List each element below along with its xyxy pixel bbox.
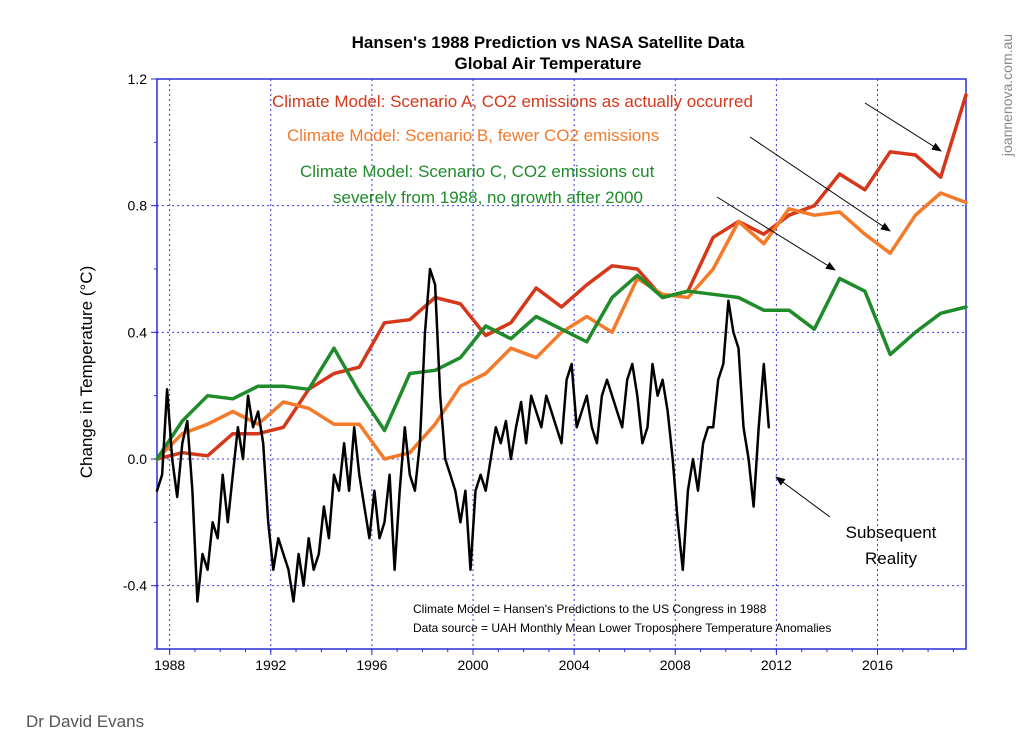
x-tick-label: 2008 [660,657,691,673]
annotation-reality-line2: Reality [865,549,917,568]
annotation-reality-line1: Subsequent [846,523,937,542]
series-line-scenario-c [155,273,968,461]
y-tick-label: 1.2 [128,71,148,87]
y-tick-label: 0.8 [128,198,148,214]
arrow-reality [775,476,831,518]
arrow-scenario-a [864,102,942,152]
annotation-scenario-a: Climate Model: Scenario A, CO2 emissions… [272,92,753,111]
x-tick-label: 2004 [559,657,590,673]
series-line-subsequent-reality [155,267,771,603]
annotation-scenario-c-line2: severely from 1988, no growth after 2000 [333,188,643,207]
series-lines [155,93,968,603]
arrow-scenario-c [716,196,836,271]
y-tick-label: 0.0 [128,451,148,467]
plot-frame [156,78,967,650]
chart-subtitle: Global Air Temperature [454,54,641,73]
y-axis-label: Change in Temperature (°C) [77,266,96,478]
axis-ticks: -0.4 0.0 0.4 0.8 1.2 1988 1992 1996 2000 2004 2008… [123,71,954,673]
x-tick-label: 1992 [255,657,286,673]
x-tick-label: 2012 [761,657,792,673]
chart-title: Hansen's 1988 Prediction vs NASA Satelli… [352,33,745,52]
note-climate-model: Climate Model = Hansen's Predictions to … [413,602,767,616]
annotation-scenario-c-line1: Climate Model: Scenario C, CO2 emissions… [300,162,655,181]
annotation-scenario-b: Climate Model: Scenario B, fewer CO2 emi… [287,126,659,145]
note-data-source: Data source = UAH Monthly Mean Lower Tro… [413,621,831,635]
series-line-scenario-b [155,191,968,461]
x-tick-label: 2000 [457,657,488,673]
y-tick-label: 0.4 [128,324,148,340]
x-tick-label: 1988 [154,657,185,673]
credit-text: Dr David Evans [26,712,144,731]
x-tick-label: 2016 [862,657,893,673]
x-tick-label: 1996 [356,657,387,673]
gridlines [157,78,966,649]
y-tick-label: -0.4 [123,578,147,594]
series-line-scenario-a [155,93,968,461]
arrow-scenario-b [749,136,891,232]
watermark-text: joannenova.com.au [999,34,1015,157]
